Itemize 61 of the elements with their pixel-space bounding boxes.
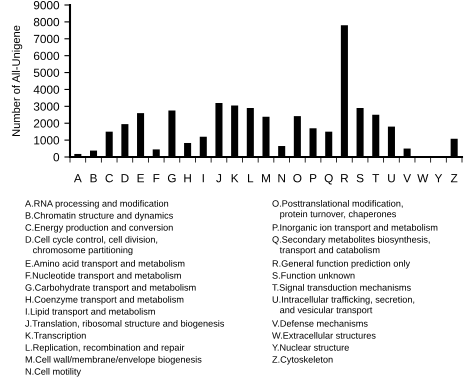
text: U.Intracellular trafficking, secretion, and vesicular transport <box>272 296 414 316</box>
x-tick-label: N <box>278 174 285 182</box>
text: L.Replication, recombination and repair <box>26 344 184 353</box>
x-tick-label: Q <box>324 174 333 184</box>
text: O.Posttranslational modification, protein turnover, chaperones <box>272 200 403 220</box>
text: H.Coenzyme transport and metabolism <box>26 296 184 305</box>
x-tick-label: G <box>168 174 176 182</box>
text: J.Translation, ribosomal structure and biogenesis <box>25 320 224 329</box>
text: K.Transcription <box>26 332 86 341</box>
text: E.Amino acid transport and metabolism <box>26 260 184 269</box>
x-tick-label: S <box>356 174 364 182</box>
y-axis-title: Number of All-Unigene <box>12 26 22 136</box>
x-tick-label: V <box>403 174 412 182</box>
text: D.Cell cycle control, cell division, chromosome partitioning <box>26 236 158 256</box>
x-tick-label: Y <box>434 174 442 182</box>
x-tick-label: T <box>372 174 380 182</box>
text: I.Lipid transport and metabolism <box>26 308 155 317</box>
text: W.Extracellular structures <box>272 332 376 339</box>
x-tick-label: F <box>154 174 160 182</box>
x-tick-label: P <box>310 174 316 182</box>
text: F.Nucleotide transport and metabolism <box>26 272 181 281</box>
y-tick-label: 2000 <box>34 119 60 128</box>
x-tick-label: L <box>248 174 254 182</box>
text: V.Defense mechanisms <box>272 320 368 327</box>
text: G.Carbohydrate transport and metabolism <box>25 284 196 293</box>
text: N.Cell motility <box>26 368 82 377</box>
text: Z.Cytoskeleton <box>272 356 333 365</box>
x-tick-label: K <box>232 174 238 182</box>
x-tick-label: M <box>262 174 270 182</box>
x-tick-label: D <box>122 174 129 182</box>
x-tick-label: O <box>293 174 302 182</box>
text: A.RNA processing and modification <box>25 200 168 209</box>
text: R.General function prediction only <box>272 260 410 269</box>
x-tick-label: J <box>216 174 222 182</box>
x-tick-label: B <box>90 174 97 182</box>
y-tick-label: 0 <box>53 153 60 162</box>
x-tick-label: C <box>106 174 114 182</box>
y-tick-label: 7000 <box>34 34 60 44</box>
text: M.Cell wall/membrane/envelope biogenesis <box>26 356 202 365</box>
y-tick-label: 6000 <box>34 52 60 60</box>
x-tick-label: H <box>184 174 191 182</box>
x-tick-label: U <box>388 174 395 182</box>
text: B.Chromatin structure and dynamics <box>26 212 173 221</box>
x-tick-label: W <box>417 174 428 182</box>
text: Y.Nuclear structure <box>272 344 349 351</box>
text: S.Function unknown <box>272 272 354 279</box>
y-tick-label: 4000 <box>34 85 60 94</box>
x-tick-label: Z <box>450 174 458 182</box>
y-tick-label: 1000 <box>34 136 60 145</box>
text: T.Signal transduction mechanisms <box>272 284 411 293</box>
text: P.Inorganic ion transport and metabolism <box>272 224 438 233</box>
text: Q.Secondary metabolites biosynthesis, transport and catabolism <box>272 236 430 256</box>
y-tick-label: 5000 <box>34 68 60 77</box>
x-tick-label: A <box>74 174 82 182</box>
y-tick-label: 8000 <box>34 18 60 26</box>
x-tick-label: R <box>341 174 348 182</box>
x-tick-label: I <box>202 174 204 182</box>
x-tick-label: E <box>138 174 144 182</box>
text: C.Energy production and conversion <box>25 224 173 233</box>
y-tick-label: 3000 <box>34 102 60 111</box>
y-tick-label: 9000 <box>34 1 60 10</box>
